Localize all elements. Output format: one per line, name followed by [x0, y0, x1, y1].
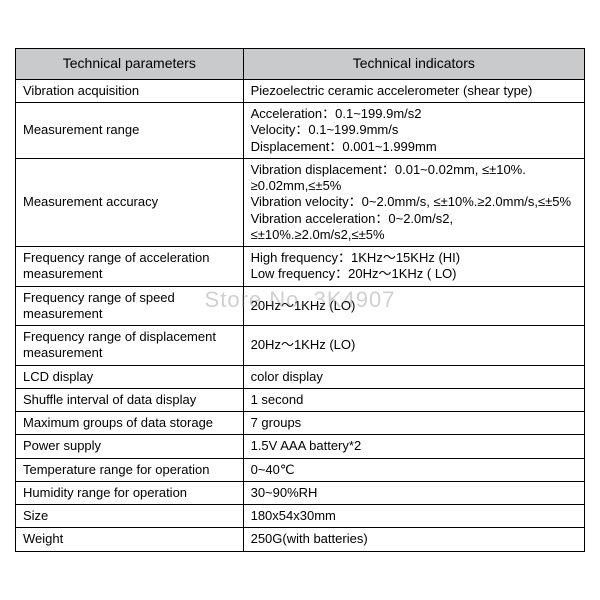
cell-value: Acceleration：0.1~199.9m/s2 Velocity：0.1~…	[243, 103, 584, 159]
cell-param: Size	[16, 505, 244, 528]
cell-param: Frequency range of speed measurement	[16, 286, 244, 326]
cell-param: Vibration acquisition	[16, 79, 244, 102]
cell-value: Vibration displacement：0.01~0.02mm, ≤±10…	[243, 158, 584, 246]
table-body: Vibration acquisitionPiezoelectric ceram…	[16, 79, 585, 551]
cell-param: Frequency range of displacement measurem…	[16, 326, 244, 366]
cell-param: Frequency range of acceleration measurem…	[16, 247, 244, 287]
table-row: Weight250G(with batteries)	[16, 528, 585, 551]
table-row: Size180x54x30mm	[16, 505, 585, 528]
cell-value: 1.5V AAA battery*2	[243, 435, 584, 458]
cell-param: Maximum groups of data storage	[16, 412, 244, 435]
table-row: Shuffle interval of data display1 second	[16, 388, 585, 411]
cell-param: Shuffle interval of data display	[16, 388, 244, 411]
cell-value: 0~40℃	[243, 458, 584, 481]
table-row: Vibration acquisitionPiezoelectric ceram…	[16, 79, 585, 102]
cell-param: Weight	[16, 528, 244, 551]
table-row: Frequency range of speed measurement20Hz…	[16, 286, 585, 326]
table-row: Frequency range of acceleration measurem…	[16, 247, 585, 287]
cell-param: Temperature range for operation	[16, 458, 244, 481]
table-header-row: Technical parameters Technical indicator…	[16, 49, 585, 80]
header-parameters: Technical parameters	[16, 49, 244, 80]
cell-param: Power supply	[16, 435, 244, 458]
table-row: Frequency range of displacement measurem…	[16, 326, 585, 366]
cell-value: 20Hz～1KHz (LO)	[243, 326, 584, 366]
table-row: Power supply1.5V AAA battery*2	[16, 435, 585, 458]
table-row: Temperature range for operation0~40℃	[16, 458, 585, 481]
table-row: LCD displaycolor display	[16, 365, 585, 388]
cell-value: 20Hz～1KHz (LO)	[243, 286, 584, 326]
cell-value: 180x54x30mm	[243, 505, 584, 528]
cell-param: Humidity range for operation	[16, 481, 244, 504]
table-row: Humidity range for operation30~90%RH	[16, 481, 585, 504]
spec-table: Technical parameters Technical indicator…	[15, 48, 585, 551]
table-row: Measurement rangeAcceleration：0.1~199.9m…	[16, 103, 585, 159]
cell-param: Measurement accuracy	[16, 158, 244, 246]
cell-value: High frequency：1KHz～15KHz (HI) Low frequ…	[243, 247, 584, 287]
cell-value: Piezoelectric ceramic accelerometer (she…	[243, 79, 584, 102]
cell-value: color display	[243, 365, 584, 388]
cell-value: 1 second	[243, 388, 584, 411]
cell-value: 30~90%RH	[243, 481, 584, 504]
spec-table-container: Technical parameters Technical indicator…	[15, 48, 585, 551]
cell-param: LCD display	[16, 365, 244, 388]
table-row: Maximum groups of data storage7 groups	[16, 412, 585, 435]
cell-value: 250G(with batteries)	[243, 528, 584, 551]
table-row: Measurement accuracyVibration displaceme…	[16, 158, 585, 246]
cell-param: Measurement range	[16, 103, 244, 159]
header-indicators: Technical indicators	[243, 49, 584, 80]
cell-value: 7 groups	[243, 412, 584, 435]
